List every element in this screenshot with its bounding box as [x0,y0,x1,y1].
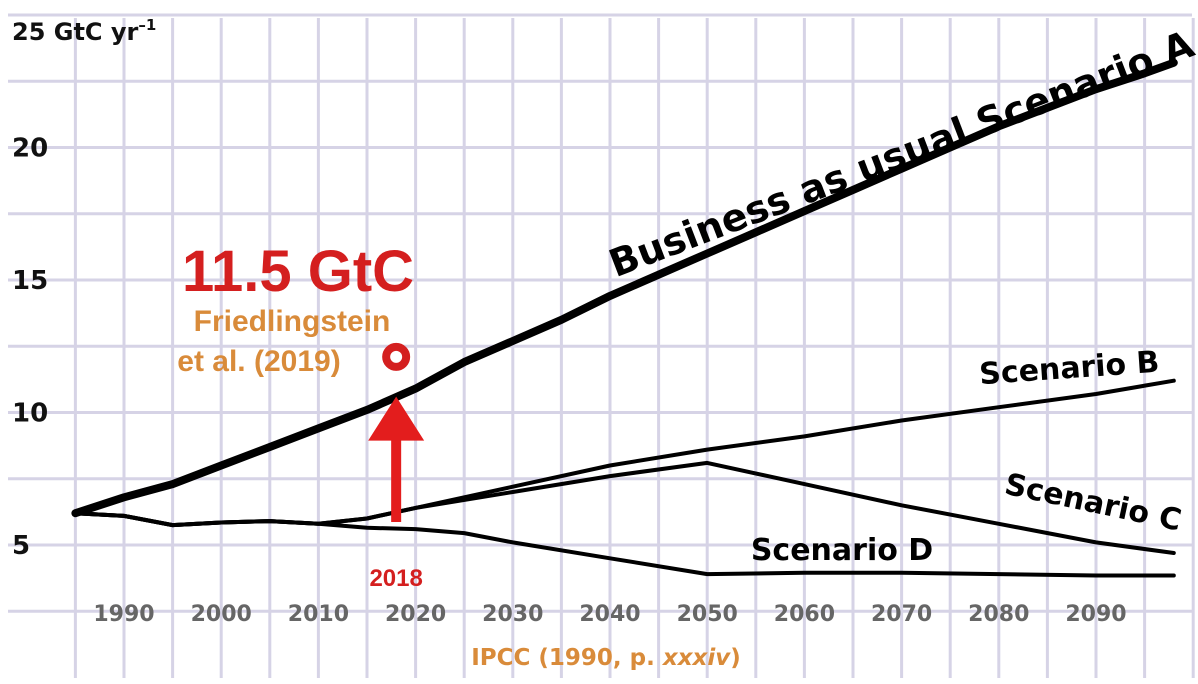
source-label: IPCC (1990, p. xxxiv) [471,645,741,671]
x-tick-label: 2000 [191,602,252,627]
x-tick-label: 2070 [871,602,932,627]
x-tick-label: 2010 [288,602,349,627]
y-tick-label: 15 [12,266,48,296]
y-tick-label: 20 [12,134,48,164]
tick-labels: 1990 2000 2010 2020 2030 2040 2050 2060 2070 2080… [12,134,1127,628]
value-label: 11.5 GtC [182,239,414,304]
y-axis-label: 25 GtC yr–1 [12,16,156,46]
reference-line-1: Friedlingstein [194,305,391,338]
arrow-shaft [391,432,402,522]
y-tick-label: 5 [12,531,30,561]
series-lines [71,58,1178,578]
series-line [71,58,1178,518]
y-axis-label-main: 25 GtC yr [12,18,139,46]
x-tick-label: 2030 [482,602,543,627]
arrow-head [368,396,425,441]
y-axis-label-sup: –1 [138,16,156,34]
series-label: Scenario D [751,533,933,568]
source-label-main: IPCC (1990, p. [471,645,663,671]
arrow-year-label: 2018 [369,565,422,592]
x-tick-label: 2060 [774,602,835,627]
x-tick-label: 2040 [579,602,640,627]
x-tick-label: 2090 [1065,602,1126,627]
series-line [73,511,1176,578]
reference-line-2: et al. (2019) [177,345,340,378]
observation-annotation: 11.5 GtC Friedlingstein et al. (2019) 20… [177,239,425,592]
x-tick-label: 2080 [968,602,1029,627]
source-label-end: ) [730,645,741,671]
x-tick-label: 2020 [385,602,446,627]
y-tick-label: 10 [12,399,48,429]
grid [8,13,1195,678]
observed-point [382,342,411,371]
x-tick-label: 1990 [93,602,154,627]
source-label-italic: xxxiv [662,645,731,671]
year-arrow [368,396,425,522]
x-tick-label: 2050 [677,602,738,627]
